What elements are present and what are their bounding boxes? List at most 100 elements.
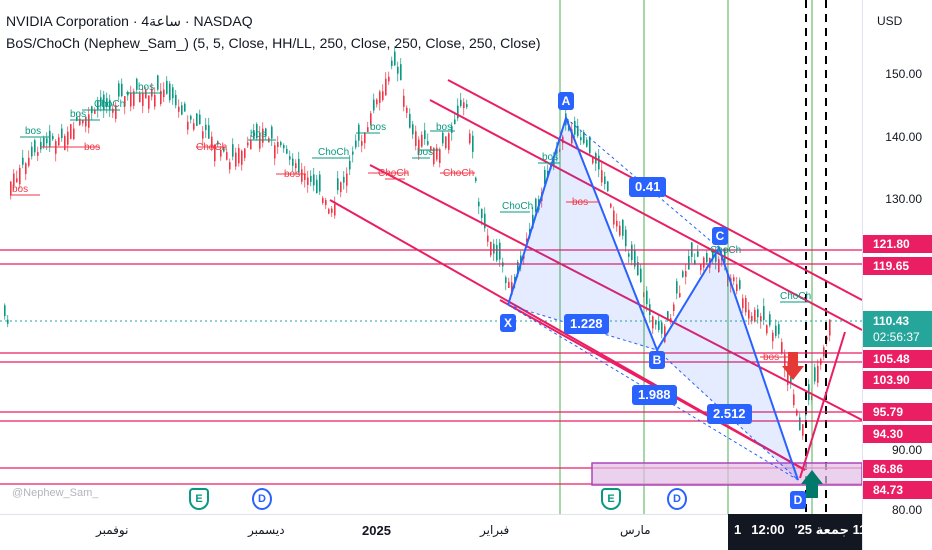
dividend-icon[interactable]: D [667, 488, 687, 510]
level-tag: 86.86 [863, 460, 932, 478]
candle-body [631, 244, 633, 261]
candle-body [190, 115, 192, 120]
symbol-title[interactable]: NVIDIA Corporation · 4ساعة · NASDAQ [6, 13, 253, 29]
chart-legend[interactable]: NVIDIA Corporation · 4ساعة · NASDAQ BoS/… [6, 10, 541, 54]
candle-body [619, 225, 621, 236]
candle-body [277, 142, 279, 147]
candle-body [802, 424, 804, 436]
currency-label[interactable]: USD [877, 14, 903, 28]
candle-body [58, 137, 60, 146]
candle-body [112, 108, 114, 113]
earnings-icon[interactable]: E [601, 488, 621, 510]
candle-body [289, 156, 291, 160]
candle-body [322, 197, 324, 204]
candle-body [172, 87, 174, 99]
candle-body [232, 144, 234, 157]
candle-body [136, 78, 138, 90]
choch-marker: ChoCh [780, 291, 811, 302]
harmonic-pattern [507, 114, 799, 481]
candle-body [409, 113, 411, 128]
candle-body [496, 244, 498, 261]
candle-body [505, 277, 507, 283]
candle-body [256, 124, 258, 139]
choch-marker: ChoCh [94, 99, 125, 110]
candle-body [157, 75, 159, 90]
candle-body [319, 174, 321, 192]
bos-marker: bos [25, 126, 41, 137]
bos-marker: bos [250, 129, 266, 140]
candle-body [325, 200, 327, 206]
choch-marker: ChoCh [710, 245, 741, 256]
choch-marker: ChoCh [196, 142, 227, 153]
candle-body [106, 98, 108, 107]
pattern-point-c: C [712, 227, 728, 245]
candle-body [334, 204, 336, 216]
candle-body [772, 332, 774, 342]
earnings-icon[interactable]: E [189, 488, 209, 510]
bos-marker: bos [417, 147, 433, 158]
indicator-title[interactable]: BoS/ChoCh (Nephew_Sam_) (5, 5, Close, HH… [6, 35, 541, 51]
candle-body [742, 298, 744, 309]
candle-body [457, 105, 459, 119]
level-tag: 121.80 [863, 235, 932, 253]
price-tick: 150.00 [885, 67, 922, 81]
candle-body [487, 235, 489, 242]
candle-body [544, 169, 546, 185]
candle-body [535, 198, 537, 213]
candlesticks [4, 46, 831, 440]
pattern-point-d: D [790, 491, 806, 509]
candle-body [166, 80, 168, 94]
candle-body [28, 157, 30, 166]
candle-body [400, 64, 402, 81]
candle-body [346, 173, 348, 186]
candle-body [31, 146, 33, 157]
candle-body [760, 316, 762, 322]
current-price-tag: 110.43 02:56:37 [863, 311, 932, 347]
time-axis[interactable]: نوفمبر ديسمبر 2025 فبراير مارس [0, 514, 862, 550]
candle-body [22, 157, 24, 165]
candle-body [745, 297, 747, 313]
candle-body [202, 131, 204, 139]
candle-body [766, 325, 768, 334]
candle-body [73, 128, 75, 140]
candle-body [679, 293, 681, 297]
candle-body [292, 158, 294, 166]
candle-body [163, 89, 165, 98]
candle-body [388, 76, 390, 82]
candle-body [382, 91, 384, 100]
candle-body [736, 284, 738, 292]
candle-body [211, 136, 213, 149]
candle-body [142, 92, 144, 106]
dividend-icon[interactable]: D [252, 488, 272, 510]
candle-body [757, 309, 759, 318]
candle-body [310, 175, 312, 182]
candle-body [688, 256, 690, 270]
choch-marker: ChoCh [502, 201, 533, 212]
candle-body [508, 281, 510, 288]
candle-body [331, 208, 333, 213]
candle-body [493, 243, 495, 254]
candle-body [454, 119, 456, 125]
candle-body [361, 141, 363, 146]
price-axis[interactable]: USD 150.00 140.00 130.00 90.00 80.00 121… [862, 0, 932, 550]
candle-body [694, 260, 696, 265]
candle-body [241, 150, 243, 165]
candle-body [199, 114, 201, 125]
candle-body [823, 347, 825, 357]
chart-canvas[interactable]: bos bos ChoCh bos bos ChoCh bos bos bos … [0, 0, 862, 514]
candle-body [274, 145, 276, 159]
candle-body [373, 99, 375, 111]
candle-body [397, 66, 399, 74]
candle-body [13, 173, 15, 186]
candle-body [640, 268, 642, 283]
candle-body [247, 142, 249, 146]
bos-marker: bos [572, 197, 588, 208]
candle-body [19, 167, 21, 185]
candle-body [100, 97, 102, 107]
cursor-date: '25 ‎أبريل 11 جمعة [794, 522, 904, 537]
candle-body [682, 271, 684, 277]
candle-body [34, 140, 36, 153]
candle-body [607, 181, 609, 192]
candle-body [430, 146, 432, 150]
candle-body [700, 264, 702, 271]
